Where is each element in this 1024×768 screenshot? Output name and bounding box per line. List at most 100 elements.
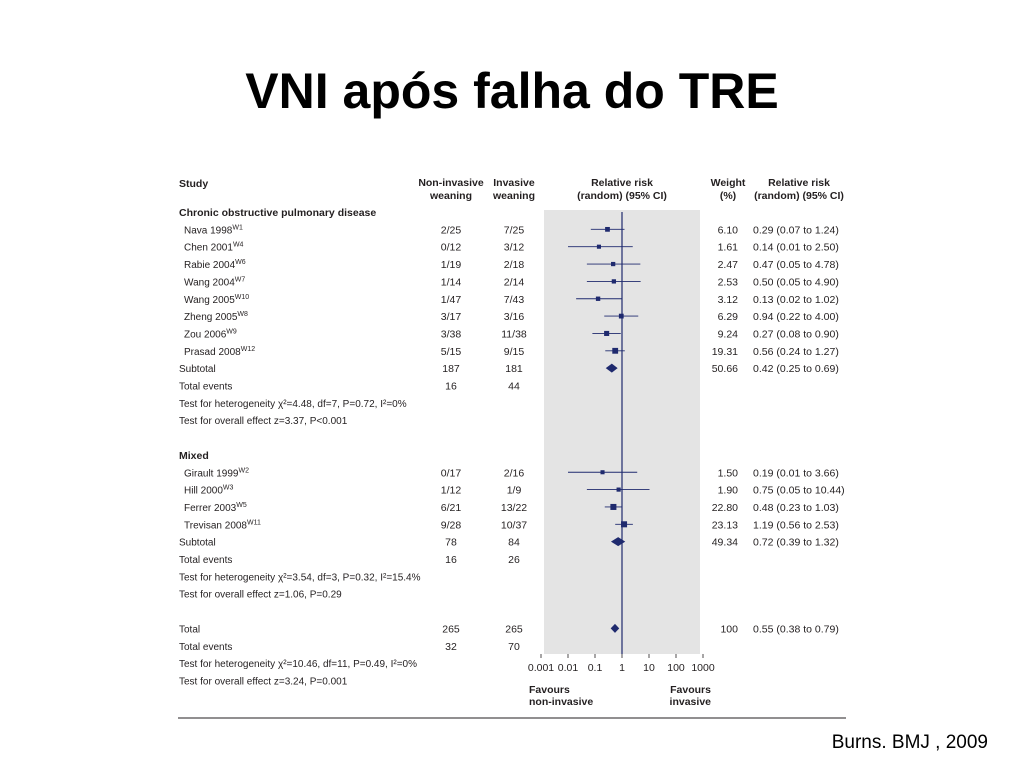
test-label: Test for heterogeneity χ²=10.46, df=11, … (179, 659, 417, 670)
weight-value: 1.50 (718, 467, 739, 479)
study-name: Zheng 2005W8 (184, 311, 248, 323)
study-name: Chen 2001W4 (184, 242, 244, 254)
header-study: Study (179, 178, 208, 190)
relative-risk-value: 0.29 (0.07 to 1.24) (753, 224, 839, 236)
study-name: Ferrer 2003W5 (184, 502, 247, 514)
header-weight-2: (%) (720, 190, 736, 202)
invasive-value: 2/16 (504, 467, 525, 479)
weight-value: 1.90 (718, 485, 739, 497)
test-label: Test for heterogeneity χ²=3.54, df=3, P=… (179, 572, 421, 583)
invasive-value: 3/12 (504, 242, 525, 254)
invasive-value: 13/22 (501, 502, 527, 514)
invasive-value: 1/9 (507, 485, 522, 497)
study-reference: W5 (236, 502, 247, 509)
test-label: Test for overall effect z=3.37, P<0.001 (179, 416, 348, 427)
subtotal-label: Subtotal (179, 538, 216, 549)
noninvasive-value: 6/21 (441, 502, 462, 514)
relative-risk-value: 0.75 (0.05 to 10.44) (753, 485, 845, 497)
noninvasive-value: 9/28 (441, 519, 462, 531)
noninvasive-value: 5/15 (441, 346, 462, 358)
noninvasive-value: 3/38 (441, 328, 462, 340)
study-name: Girault 1999W2 (184, 467, 249, 479)
study-reference: W10 (235, 294, 250, 301)
relative-risk-value: 1.19 (0.56 to 2.53) (753, 519, 839, 531)
invasive-value: 2/14 (504, 276, 525, 288)
study-name-text: Wang 2005 (184, 295, 235, 306)
study-name-text: Zheng 2005 (184, 312, 238, 323)
study-name-text: Zou 2006 (184, 329, 227, 340)
study-reference: W6 (235, 259, 246, 266)
noninvasive-value: 16 (445, 554, 457, 566)
section-label: Mixed (179, 450, 209, 462)
relative-risk-value: 0.72 (0.39 to 1.32) (753, 537, 839, 549)
relative-risk-value: 0.55 (0.38 to 0.79) (753, 623, 839, 635)
study-name-text: Rabie 2004 (184, 260, 236, 271)
noninvasive-value: 1/12 (441, 485, 462, 497)
x-tick-label: 10 (643, 662, 655, 674)
total-diamond (610, 623, 620, 633)
citation: Burns. BMJ , 2009 (831, 732, 988, 753)
relative-risk-value: 0.14 (0.01 to 2.50) (753, 242, 839, 254)
study-name: Nava 1998W1 (184, 224, 243, 236)
slide-title: VNI após falha do TRE (245, 63, 779, 119)
header-invasive-1: Invasive (493, 177, 535, 189)
invasive-value: 7/43 (504, 294, 525, 306)
point-estimate (611, 261, 616, 267)
point-estimate (596, 244, 601, 249)
weight-value: 22.80 (712, 502, 738, 514)
study-reference: W3 (223, 485, 234, 492)
study-name: Rabie 2004W6 (184, 259, 246, 271)
total-label: Total (179, 624, 200, 635)
weight-value: 6.29 (718, 311, 739, 323)
header-rr-column-1: Relative risk (768, 177, 830, 189)
header-weight-1: Weight (711, 177, 746, 189)
weight-value: 2.47 (718, 259, 739, 271)
relative-risk-value: 0.13 (0.02 to 1.02) (753, 294, 839, 306)
study-reference: W8 (237, 311, 248, 318)
noninvasive-value: 0/12 (441, 242, 462, 254)
point-estimate (604, 330, 610, 336)
invasive-value: 7/25 (504, 224, 525, 236)
invasive-value: 26 (508, 554, 520, 566)
relative-risk-value: 0.47 (0.05 to 4.78) (753, 259, 839, 271)
study-reference: W4 (233, 242, 244, 249)
study-name-text: Girault 1999 (184, 468, 239, 479)
weight-value: 49.34 (712, 537, 738, 549)
noninvasive-value: 0/17 (441, 467, 462, 479)
relative-risk-value: 0.48 (0.23 to 1.03) (753, 502, 839, 514)
noninvasive-value: 16 (445, 381, 457, 393)
study-name: Prasad 2008W12 (184, 346, 255, 358)
weight-value: 1.61 (718, 242, 739, 254)
header-noninvasive-2: weaning (429, 190, 472, 202)
x-tick-label: 0.001 (528, 662, 554, 674)
study-name: Hill 2000W3 (184, 485, 234, 497)
header-invasive-2: weaning (492, 190, 535, 202)
weight-value: 6.10 (718, 224, 739, 236)
subtotal-diamond (610, 537, 626, 547)
relative-risk-value: 0.27 (0.08 to 0.90) (753, 328, 839, 340)
favours-right-label-1: Favours (670, 684, 711, 696)
weight-value: 50.66 (712, 363, 738, 375)
test-label: Test for overall effect z=1.06, P=0.29 (179, 590, 342, 601)
weight-value: 3.12 (718, 294, 739, 306)
weight-value: 100 (720, 623, 738, 635)
study-name-text: Trevisan 2008 (184, 520, 247, 531)
relative-risk-value: 0.56 (0.24 to 1.27) (753, 346, 839, 358)
relative-risk-value: 0.42 (0.25 to 0.69) (753, 363, 839, 375)
point-estimate (621, 521, 628, 528)
relative-risk-value: 0.19 (0.01 to 3.66) (753, 467, 839, 479)
favours-left-label-2: non-invasive (529, 696, 593, 708)
study-reference: W11 (247, 519, 261, 526)
events-label: Total events (179, 642, 232, 653)
study-reference: W12 (241, 346, 256, 353)
header-relative-risk-1: Relative risk (591, 177, 653, 189)
test-label: Test for heterogeneity χ²=4.48, df=7, P=… (179, 399, 407, 410)
favours-left-label-1: Favours (529, 684, 570, 696)
x-tick-label: 1 (619, 662, 625, 674)
study-name-text: Ferrer 2003 (184, 503, 237, 514)
noninvasive-value: 1/19 (441, 259, 462, 271)
point-estimate (612, 347, 619, 354)
events-label: Total events (179, 382, 232, 393)
study-reference: W2 (238, 467, 249, 474)
